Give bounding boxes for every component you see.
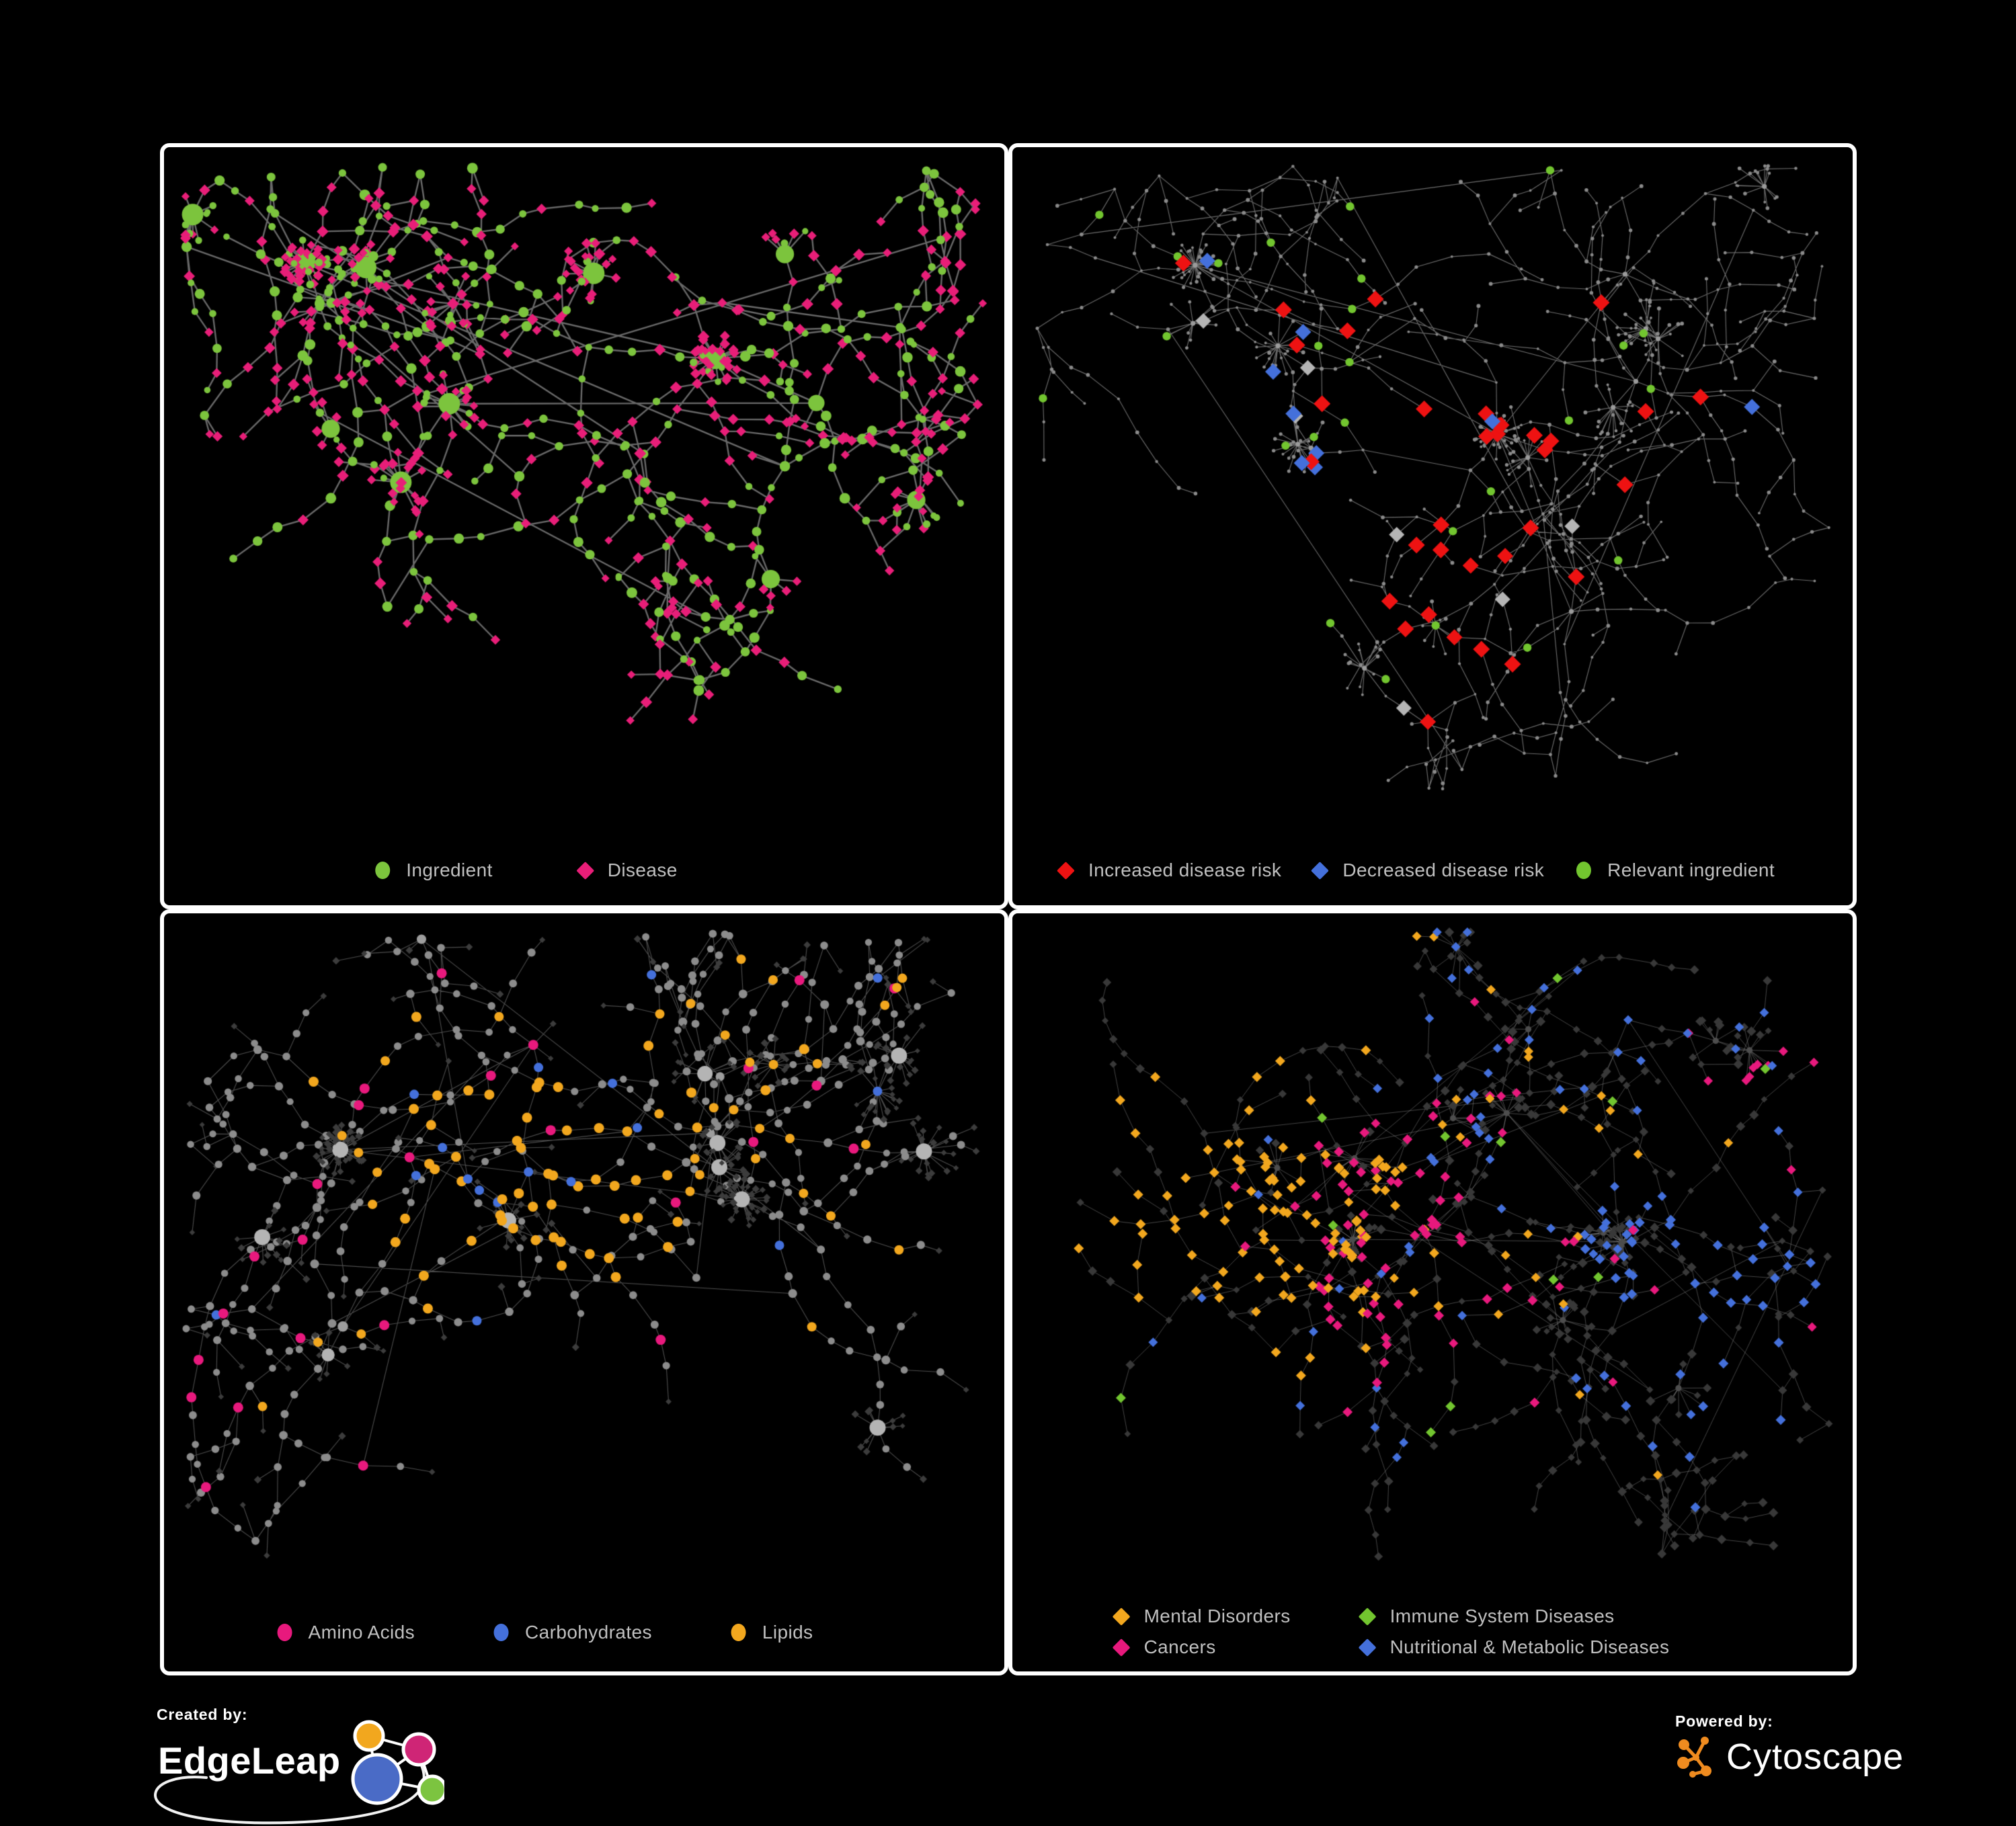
legend-row: Mental Disorders Immune System Diseases (1112, 1606, 1615, 1627)
network-disease-risk (1012, 147, 1853, 905)
legend-swatch-circle (277, 1624, 292, 1641)
legend-swatch-circle (375, 862, 391, 879)
network-ingredient-disease (164, 147, 1004, 905)
edgeleap-logo-icon (351, 1720, 444, 1805)
legend-item: Decreased disease risk (1311, 860, 1545, 881)
legend-item-label: Disease (607, 860, 678, 880)
legend-item-label: Carbohydrates (525, 1622, 652, 1643)
legend-item-label: Immune System Diseases (1389, 1606, 1615, 1626)
legend-item: Mental Disorders (1112, 1606, 1328, 1627)
legend-item: Cancers (1112, 1636, 1328, 1658)
legend-item-label: Increased disease risk (1088, 860, 1282, 880)
panel-ingredient-disease: Ingredient Disease (160, 143, 1008, 909)
legend-item: Disease (575, 860, 678, 881)
legend-row: Increased disease risk Decreased disease … (1057, 860, 1775, 881)
legend-row: Ingredient Disease (375, 860, 678, 881)
legend-ingredient-disease: Ingredient Disease (375, 860, 678, 881)
legend-item-label: Ingredient (406, 860, 493, 880)
legend-item: Immune System Diseases (1358, 1606, 1615, 1627)
powered-by-label: Powered by: (1675, 1712, 1773, 1730)
cytoscape-credit: Powered by: Cytoscape (1675, 1712, 1958, 1793)
legend-item-label: Cancers (1143, 1636, 1216, 1657)
legend-swatch-diamond (1311, 861, 1330, 880)
cytoscape-wordmark: Cytoscape (1726, 1737, 1904, 1777)
legend-swatch-circle (731, 1624, 746, 1641)
panel-macronutrients: Amino Acids Carbohydrates Lipids (160, 909, 1008, 1675)
legend-item-label: Amino Acids (308, 1622, 415, 1643)
legend-item: Carbohydrates (494, 1622, 652, 1643)
cytoscape-logo-icon (1677, 1737, 1711, 1778)
legend-item: Increased disease risk (1057, 860, 1282, 881)
network-disease-categories (1012, 913, 1853, 1671)
legend-swatch-diamond (1057, 861, 1075, 880)
legend-item: Ingredient (375, 860, 493, 881)
legend-swatch-diamond (1358, 1607, 1377, 1626)
created-by-label: Created by: (157, 1706, 248, 1723)
legend-item-label: Relevant ingredient (1607, 860, 1775, 880)
legend-macronutrients: Amino Acids Carbohydrates Lipids (277, 1622, 813, 1643)
legend-swatch-circle (1576, 862, 1592, 879)
panel-grid: Ingredient Disease Increased disease risk… (160, 143, 1857, 1675)
legend-item: Amino Acids (277, 1622, 415, 1643)
legend-item-label: Nutritional & Metabolic Diseases (1389, 1636, 1670, 1657)
legend-swatch-diamond (575, 861, 594, 880)
legend-item-label: Lipids (762, 1622, 813, 1643)
edgeleap-logo-block: EdgeLeap (153, 1720, 452, 1825)
edgeleap-credit: Created by: EdgeLeap (153, 1706, 473, 1825)
legend-item-label: Mental Disorders (1143, 1606, 1291, 1626)
legend-row: Cancers Nutritional & Metabolic Diseases (1112, 1636, 1670, 1658)
legend-swatch-diamond (1112, 1607, 1131, 1626)
legend-item: Relevant ingredient (1576, 860, 1775, 881)
legend-item: Nutritional & Metabolic Diseases (1358, 1636, 1670, 1658)
legend-disease-categories: Mental Disorders Immune System Diseases Ca… (1112, 1606, 1670, 1658)
legend-item-label: Decreased disease risk (1342, 860, 1545, 880)
network-macronutrients (164, 913, 1004, 1671)
legend-swatch-diamond (1112, 1638, 1131, 1657)
panel-disease-risk: Increased disease risk Decreased disease … (1008, 143, 1857, 909)
legend-item: Lipids (731, 1622, 813, 1643)
panel-disease-categories: Mental Disorders Immune System Diseases Ca… (1008, 909, 1857, 1675)
legend-row: Amino Acids Carbohydrates Lipids (277, 1622, 813, 1643)
legend-swatch-diamond (1358, 1638, 1377, 1657)
legend-swatch-circle (494, 1624, 510, 1641)
legend-disease-risk: Increased disease risk Decreased disease … (1057, 860, 1775, 881)
edgeleap-wordmark: EdgeLeap (158, 1739, 341, 1782)
